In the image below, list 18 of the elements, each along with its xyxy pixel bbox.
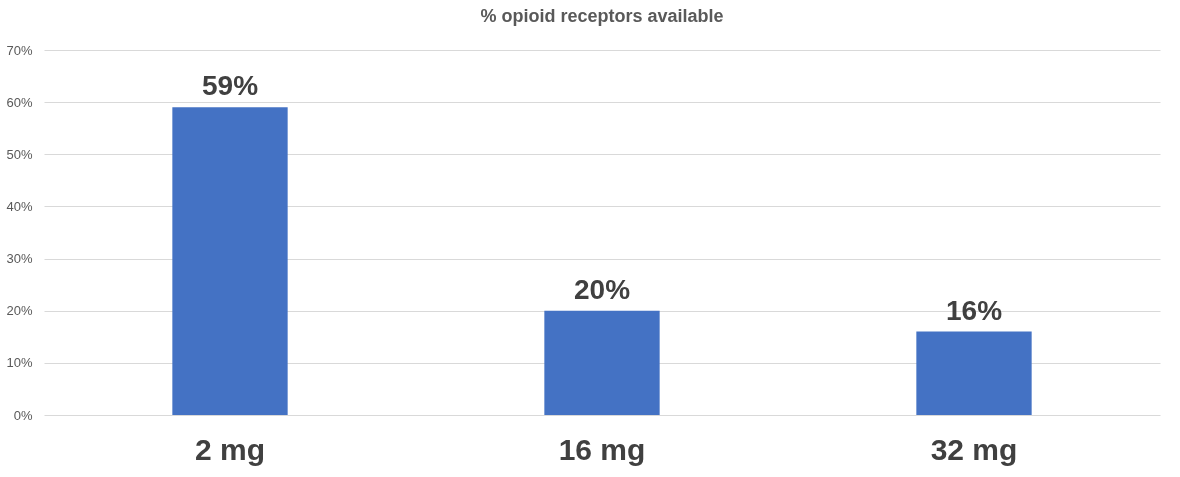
y-tick-label: 70% (6, 42, 33, 58)
bar (544, 310, 660, 415)
x-tick-label: 32 mg (930, 432, 1018, 466)
data-label: 20% (573, 273, 631, 305)
y-tick-label: 60% (6, 94, 33, 110)
data-label: 59% (201, 70, 259, 102)
data-label: 16% (945, 294, 1003, 326)
x-tick-label: 16 mg (558, 432, 646, 466)
y-tick-label: 50% (6, 146, 33, 162)
y-tick-label: 30% (6, 251, 33, 267)
y-tick-label: 20% (6, 303, 33, 319)
y-tick-label: 10% (6, 355, 33, 371)
y-tick-label: 40% (6, 198, 33, 214)
x-tick-label: 2 mg (194, 432, 266, 466)
y-tick-label: 0% (13, 407, 33, 423)
bar (172, 107, 288, 415)
chart-title: % opioid receptors available (480, 6, 724, 26)
bar (916, 331, 1032, 415)
